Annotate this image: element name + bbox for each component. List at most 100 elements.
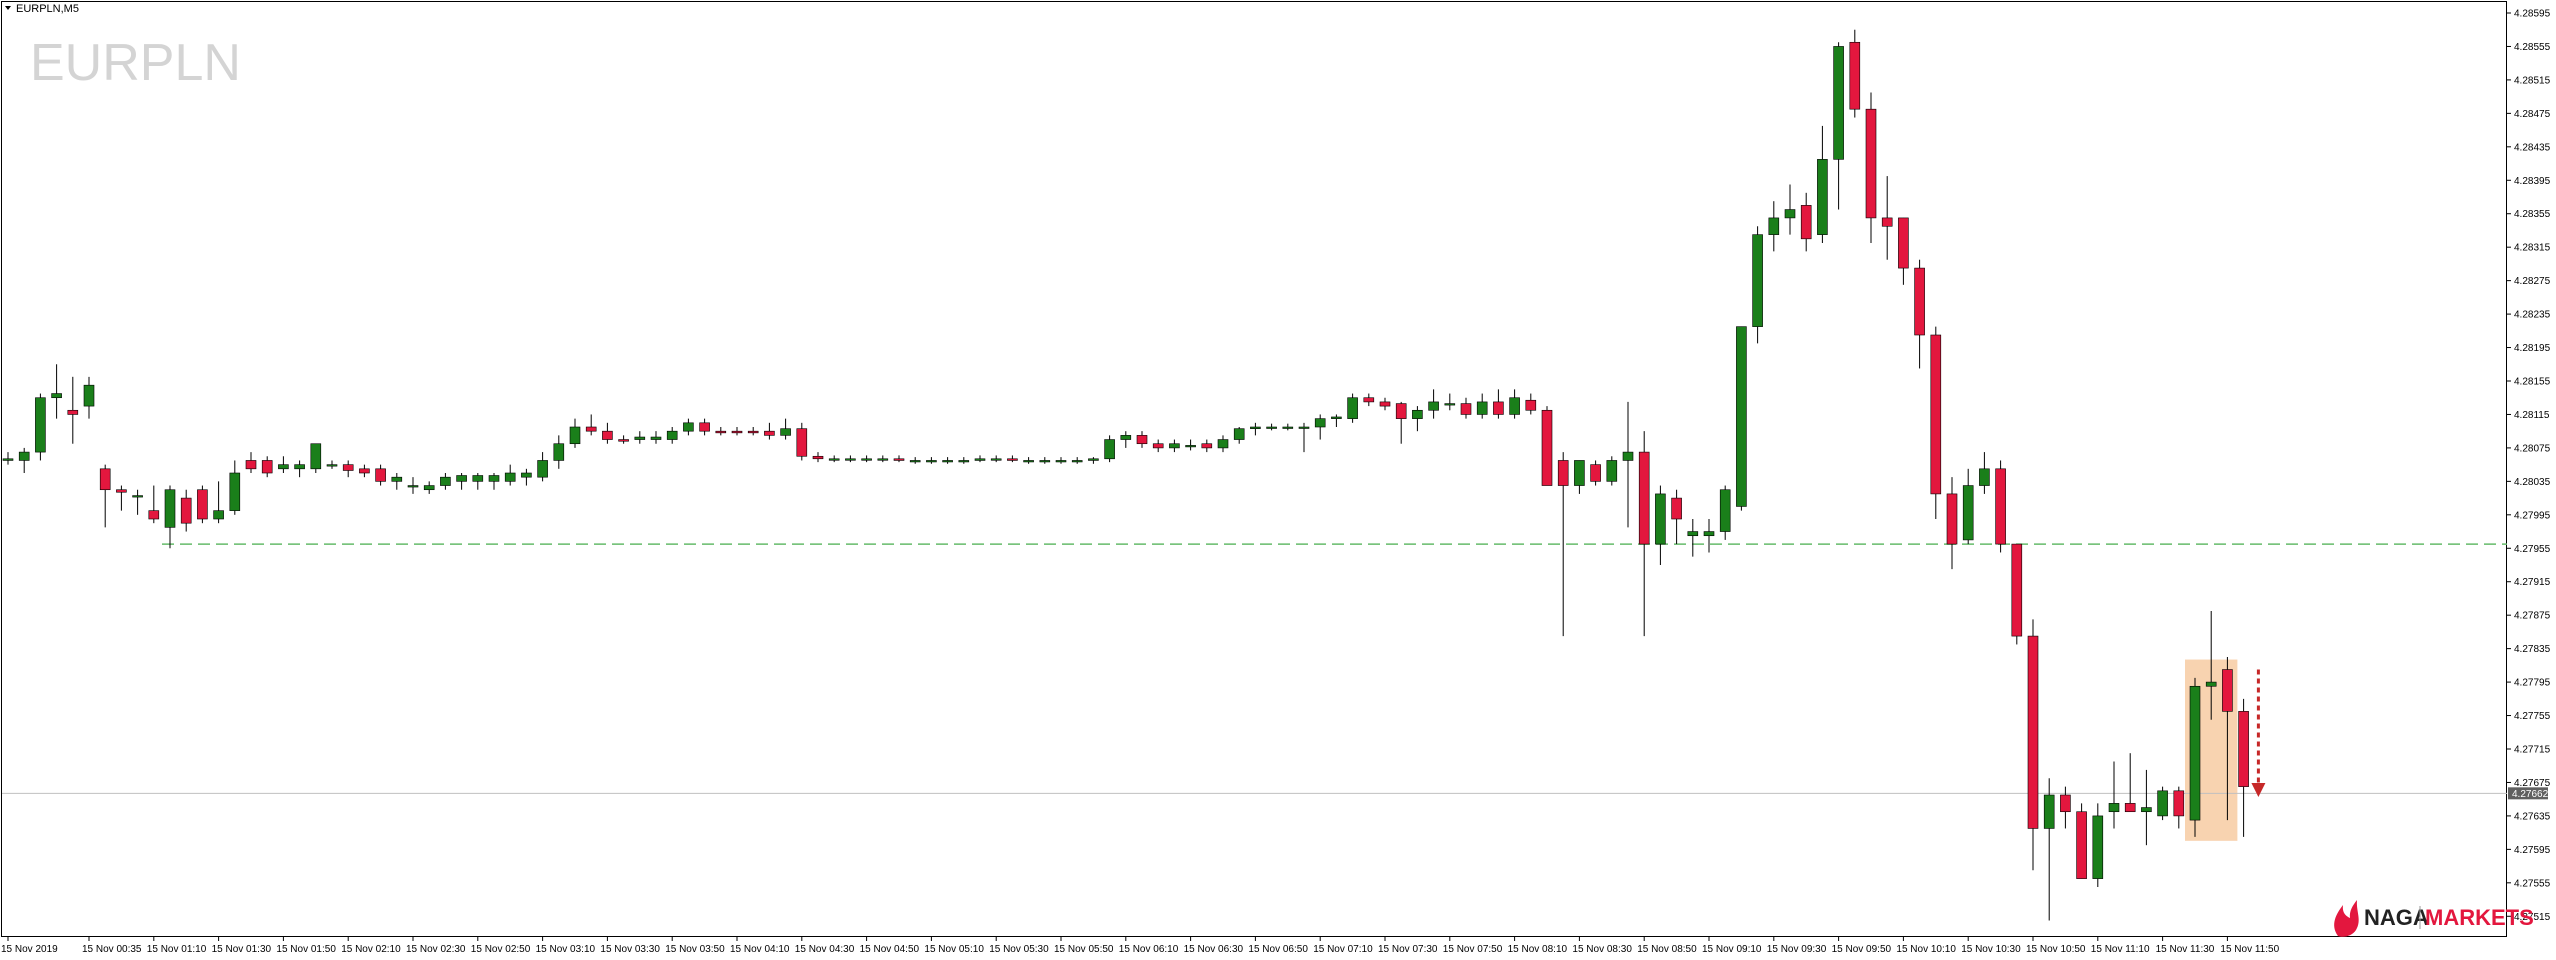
candle-body-bear (1930, 334, 1942, 495)
price-tick-label: 4.28275 (2514, 276, 2551, 287)
down-arrow-icon (2251, 783, 2266, 797)
candle (1606, 456, 1618, 486)
price-tick-label: 4.27515 (2514, 912, 2551, 923)
candle-body-bull (1574, 460, 1585, 486)
candle-body-bear (1541, 409, 1553, 486)
time-tick-label: 15 Nov 05:50 (1054, 944, 1114, 955)
window-title-bar[interactable]: EURPLN,M5 (5, 3, 79, 15)
candle-body-bull (504, 472, 516, 482)
candle-body-bear (245, 460, 257, 470)
candle (1476, 393, 1488, 419)
candle-body-bull (1622, 451, 1634, 461)
candle-body-bull (472, 475, 484, 482)
time-tick-label: 15 Nov 08:50 (1637, 944, 1697, 955)
price-axis[interactable]: 4.28595 4.28555 4.28515 4.28475 4.28435 4.283… (2507, 9, 2551, 923)
candle-body-bull (2092, 815, 2104, 879)
candle-body-bull (1606, 460, 1618, 482)
candle (1865, 92, 1877, 243)
candle (197, 485, 208, 524)
candle (2011, 543, 2023, 645)
candle (1023, 457, 1034, 464)
time-tick-label: 15 Nov 00:35 (82, 944, 142, 955)
candle (2076, 803, 2087, 879)
candle-body-bear (99, 468, 111, 491)
candle (893, 455, 905, 463)
candle (1185, 439, 1196, 451)
candle (18, 447, 30, 473)
candle (845, 455, 856, 463)
candle (796, 422, 808, 461)
candle (1233, 427, 1245, 444)
candle (180, 489, 192, 532)
candle-body-bull (1217, 439, 1229, 449)
candle (1768, 201, 1780, 252)
candle-body-bull (958, 460, 970, 463)
candle (1088, 457, 1099, 464)
candle-body-bear (764, 430, 775, 436)
candle (1217, 435, 1229, 453)
candle (1995, 460, 2006, 553)
candle (990, 455, 1002, 463)
candle-body-bull (2157, 790, 2168, 817)
candle (1331, 414, 1342, 427)
candle (1898, 217, 1909, 285)
brand-logo: NAGA MARKETS (2334, 900, 2534, 937)
time-tick-label: 15 Nov 08:30 (1572, 944, 1632, 955)
candle-body-bull (683, 422, 694, 432)
candle-body-bull (2189, 685, 2201, 821)
chevron-down-icon[interactable] (5, 6, 11, 10)
candle-body-bear (1590, 464, 1601, 482)
candle (553, 435, 565, 469)
candle (1833, 42, 1844, 210)
candle-body-bull (780, 428, 791, 436)
candle-body-bear (1493, 401, 1504, 415)
time-tick-label: 15 Nov 03:50 (665, 944, 725, 955)
time-tick-label: 15 Nov 02:10 (341, 944, 401, 955)
candle-body-bull (1055, 460, 1067, 463)
candle (1736, 326, 1747, 511)
price-tick-label: 4.27755 (2514, 711, 2551, 722)
symbol-watermark: EURPLN (30, 34, 241, 92)
current-price-label: 4.27662 (2512, 789, 2549, 800)
price-tick-label: 4.27835 (2514, 644, 2551, 655)
candle-body-bull (1962, 485, 1974, 541)
time-tick-label: 15 Nov 09:10 (1702, 944, 1762, 955)
candle (1412, 406, 1423, 432)
time-tick-label: 15 Nov 05:30 (989, 944, 1049, 955)
candle-body-bull (942, 460, 953, 463)
candle-body-bull (132, 495, 143, 498)
time-tick-label: 15 Nov 03:30 (600, 944, 660, 955)
candle-body-bull (1185, 445, 1196, 448)
candle (974, 455, 986, 463)
candle-body-bull (294, 464, 305, 470)
time-tick-label: 15 Nov 04:10 (730, 944, 790, 955)
candle-body-bear (1865, 108, 1877, 219)
window-title: EURPLN,M5 (16, 3, 79, 15)
candle (1460, 397, 1472, 419)
candle-body-bear (342, 464, 354, 471)
time-tick-label: 15 Nov 07:10 (1313, 944, 1373, 955)
candle (2092, 803, 2104, 887)
candle (229, 460, 241, 515)
brand-name-part2: MARKETS (2425, 905, 2534, 930)
price-tick-label: 4.27955 (2514, 544, 2551, 555)
candle (1136, 431, 1148, 448)
candle (164, 485, 176, 549)
candle-body-bear (67, 409, 79, 415)
candle (1784, 184, 1796, 235)
candle-body-bear (116, 489, 127, 493)
candle-body-bear (1849, 41, 1861, 110)
candle (1638, 431, 1650, 637)
candle (861, 455, 872, 463)
candle-body-bear (180, 497, 192, 524)
current-price-tag (2508, 787, 2548, 800)
time-tick-label: 15 Nov 01:30 (212, 944, 272, 955)
time-axis[interactable]: 15 Nov 2019 15 Nov 00:35 15 Nov 01:10 15 No… (1, 937, 2280, 955)
candle (1881, 176, 1893, 260)
candle (683, 418, 694, 436)
candle (812, 452, 824, 463)
candle (2027, 619, 2039, 871)
candle-body-bull (1039, 460, 1051, 463)
candle-body-bull (1655, 493, 1666, 545)
